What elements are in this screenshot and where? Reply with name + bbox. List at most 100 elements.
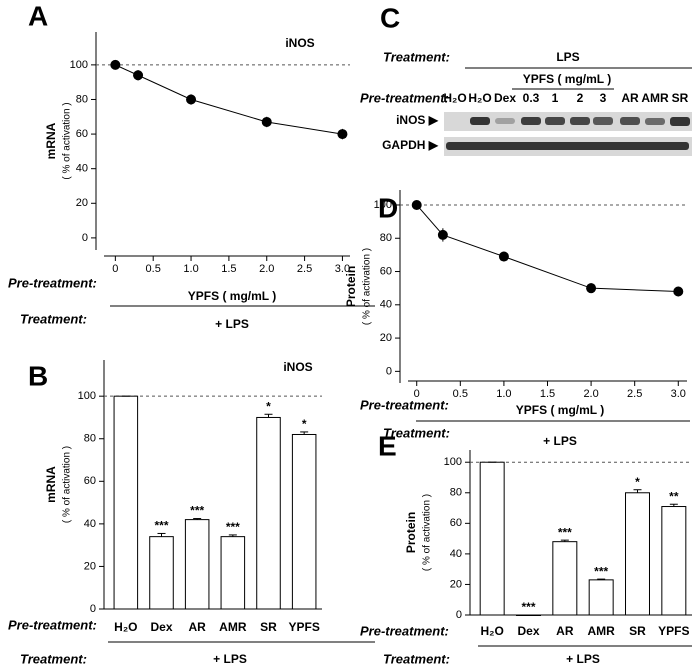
y-axis-note: ( % of activation )	[362, 248, 373, 325]
lane-label: H₂O	[443, 91, 466, 105]
x-tick-label: 3.0	[335, 263, 350, 275]
x-tick-label: 2.5	[627, 388, 642, 400]
y-tick-label: 100	[70, 59, 88, 71]
treatment: + LPS	[215, 317, 249, 331]
fit-line	[115, 64, 343, 135]
x-tick-label: H₂O	[114, 620, 137, 634]
y-tick-label: 60	[380, 265, 392, 277]
treatment-label: Treatment:	[383, 651, 450, 666]
x-tick-label: YPFS	[288, 620, 319, 634]
y-tick-label: 40	[450, 548, 462, 560]
y-tick-label: 0	[456, 609, 462, 621]
panel-letter: A	[28, 0, 48, 31]
row-label: GAPDH ▶	[382, 138, 439, 152]
y-tick-label: 80	[76, 93, 88, 105]
y-tick-label: 20	[84, 560, 96, 572]
y-tick-label: 80	[84, 433, 96, 445]
panel-letter: D	[378, 192, 398, 223]
western-blot: C Treatment: LPS YPFS ( mg/mL ) Pre-trea…	[360, 2, 692, 156]
data-point	[411, 199, 422, 210]
x-tick-label: AMR	[219, 620, 247, 634]
bar	[113, 395, 139, 610]
bands	[446, 117, 690, 150]
x-tick-label: SR	[629, 624, 646, 638]
bar	[291, 433, 317, 610]
panel-letter: E	[378, 430, 397, 461]
x-tick-label: 1.5	[221, 263, 236, 275]
x-tick-label: 0.5	[453, 388, 468, 400]
lane-label: 1	[552, 91, 559, 105]
dose-label: YPFS ( mg/mL )	[523, 72, 611, 86]
x-tick-label: YPFS	[658, 624, 689, 638]
bar	[661, 506, 687, 616]
significance: ***	[558, 525, 572, 539]
data-point	[261, 116, 272, 127]
significance: ***	[594, 564, 608, 578]
blot-strip	[444, 112, 692, 131]
y-tick-label: 0	[82, 232, 88, 244]
lane-label: 2	[577, 91, 584, 105]
pretreatment-label: Pre-treatment:	[360, 623, 449, 638]
bar	[625, 492, 650, 616]
x-tick-label: 2.0	[583, 388, 598, 400]
y-tick-label: 100	[374, 199, 392, 211]
lane-label: 0.3	[523, 91, 540, 105]
x-tick-label: 1.0	[183, 263, 198, 275]
y-axis-label: Protein	[344, 266, 358, 307]
x-tick-label: SR	[260, 620, 277, 634]
y-axis-label: mRNA	[44, 122, 58, 159]
y-tick-label: 40	[76, 163, 88, 175]
y-tick-label: 60	[450, 517, 462, 529]
x-axis-label: YPFS ( mg/mL )	[188, 289, 276, 303]
bar	[256, 416, 281, 610]
treatment: + LPS	[543, 434, 577, 448]
y-axis-note: ( % of activation )	[62, 102, 73, 179]
chart-panel: E Protein ( % of activation ) 0 20 40 60 80 100 P…	[360, 430, 692, 666]
data-point	[498, 251, 509, 262]
treatment-label: Treatment:	[383, 49, 450, 64]
x-tick-label: 0	[112, 263, 118, 275]
x-tick-label: Dex	[150, 620, 172, 634]
x-tick-label: AMR	[588, 624, 616, 638]
data-point	[586, 283, 597, 294]
y-axis-note: ( % of activation )	[62, 446, 73, 523]
significance: *	[302, 417, 307, 431]
y-tick-label: 40	[84, 518, 96, 530]
chart-panel: D Protein ( % of activation ) 0 20 40 60 80 100 P…	[344, 190, 690, 448]
y-tick-label: 0	[386, 365, 392, 377]
y-axis-label: Protein	[404, 512, 418, 553]
lane-labels: H₂O H₂O Dex 0.3 1 2 3 AR AMR SR	[443, 91, 688, 105]
significance: **	[669, 489, 679, 503]
y-tick-label: 80	[450, 487, 462, 499]
bar	[220, 536, 246, 610]
y-tick-label: 60	[84, 475, 96, 487]
bar	[552, 541, 578, 616]
panel-letter: B	[28, 360, 48, 391]
lane-label: AR	[621, 91, 639, 105]
bar	[479, 461, 505, 616]
significance: ***	[190, 504, 204, 518]
pretreatment-label: Pre-treatment:	[8, 275, 97, 290]
pretreatment-label: Pre-treatment:	[360, 397, 449, 412]
y-tick-label: 80	[380, 232, 392, 244]
lane-label: AMR	[641, 91, 669, 105]
x-tick-label: 0	[414, 388, 420, 400]
lane-label: 3	[600, 91, 607, 105]
y-tick-label: 20	[450, 578, 462, 590]
y-tick-label: 20	[76, 197, 88, 209]
significance: ***	[521, 600, 535, 614]
data-point	[437, 229, 448, 240]
treatment: LPS	[556, 50, 579, 64]
x-tick-label: Dex	[517, 624, 539, 638]
significance: ***	[226, 520, 240, 534]
significance: ***	[154, 519, 168, 533]
data-point	[337, 129, 348, 140]
bar	[149, 536, 174, 610]
pretreatment-label: Pre-treatment:	[8, 617, 97, 632]
y-tick-label: 40	[380, 299, 392, 311]
y-tick-label: 0	[90, 603, 96, 615]
panel-letter: C	[380, 2, 400, 33]
